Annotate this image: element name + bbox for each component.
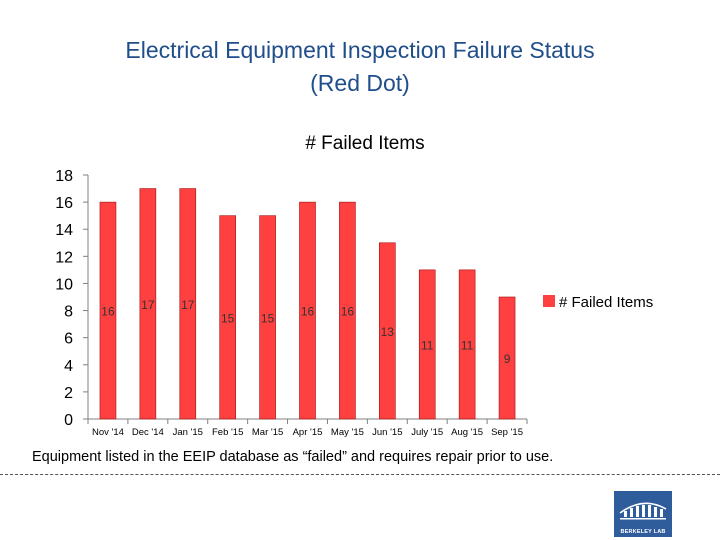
building-icon (619, 502, 667, 520)
data-label: 16 (301, 305, 315, 319)
bar (99, 201, 117, 420)
y-tick-label: 2 (64, 385, 73, 402)
x-tick-label: Aug '15 (451, 427, 483, 438)
y-tick-label: 18 (55, 168, 73, 185)
y-tick-label: 12 (55, 249, 73, 266)
logo-wordmark: BERKELEY LAB (620, 529, 666, 535)
x-tick-label: July '15 (411, 427, 443, 438)
bar (179, 188, 197, 420)
bar (498, 296, 516, 420)
data-label: 17 (141, 298, 155, 312)
x-tick-label: Jan '15 (173, 427, 203, 438)
y-tick-label: 10 (55, 276, 73, 293)
x-tick-label: Sep '15 (491, 427, 523, 438)
bar (259, 215, 276, 420)
data-label: 9 (504, 352, 511, 366)
data-label: 11 (421, 338, 434, 352)
bar (339, 201, 356, 420)
bar (219, 215, 236, 420)
data-label: 16 (101, 305, 115, 319)
slide-title-line-2: (Red Dot) (310, 70, 410, 96)
x-tick-label: Mar '15 (252, 427, 283, 438)
x-tick-label: Nov '14 (92, 427, 124, 438)
bar-chart: 0 2 4 6 8 10 12 14 16 18 16 Nov '14 17 Dec '14 17 Jan '… (55, 168, 653, 438)
caption: Equipment listed in the EEIP database as… (32, 449, 554, 465)
x-tick-label: Apr '15 (293, 427, 323, 438)
bar (458, 269, 476, 420)
slide-title-line-1: Electrical Equipment Inspection Failure … (125, 37, 595, 63)
y-tick-label: 14 (55, 222, 73, 239)
y-tick-label: 16 (55, 195, 73, 212)
data-label: 15 (221, 311, 235, 325)
divider (0, 474, 720, 475)
bar (299, 201, 316, 420)
data-label: 13 (381, 325, 395, 339)
x-tick-label: Jun '15 (372, 427, 402, 438)
y-tick-label: 6 (64, 331, 73, 348)
legend-label: # Failed Items (559, 294, 653, 311)
bar (379, 242, 396, 420)
data-label: 17 (181, 298, 195, 312)
slide-title: Electrical Equipment Inspection Failure … (0, 34, 720, 100)
legend-swatch (543, 295, 555, 307)
x-tick-label: Feb '15 (212, 427, 243, 438)
x-tick-label: May '15 (331, 427, 364, 438)
data-label: 15 (261, 311, 275, 325)
y-tick-label: 0 (64, 412, 73, 429)
data-label: 16 (341, 305, 355, 319)
berkeley-lab-logo: BERKELEY LAB (614, 491, 672, 537)
bar (139, 188, 157, 420)
x-tick-label: Dec '14 (132, 427, 164, 438)
y-tick-label: 4 (64, 358, 73, 375)
y-tick-label: 8 (64, 304, 73, 321)
bar (418, 269, 436, 420)
chart-title: # Failed Items (305, 133, 425, 154)
data-label: 11 (461, 338, 474, 352)
